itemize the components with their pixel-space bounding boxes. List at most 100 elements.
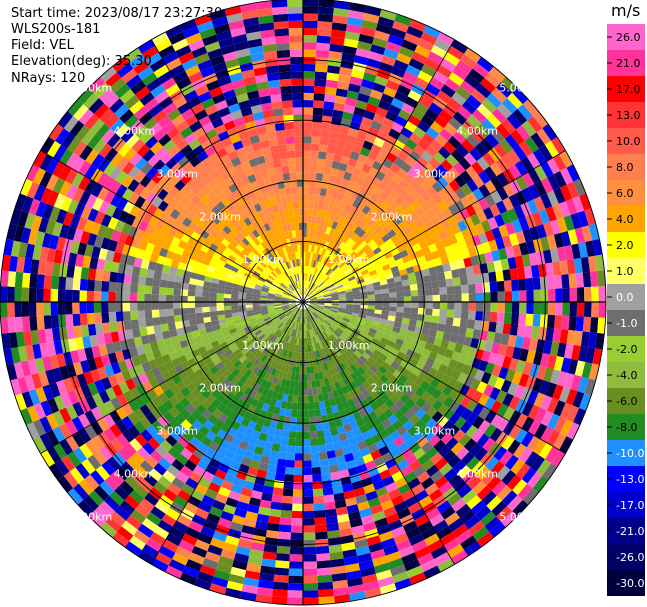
velocity-gate [129,302,138,312]
velocity-gate [274,296,282,299]
velocity-gate [387,315,396,322]
velocity-gate [370,243,379,252]
colorbar-tick-label: 13.0 [616,109,641,122]
velocity-gate [93,356,104,369]
velocity-gate [223,297,231,302]
velocity-gate [598,302,606,318]
velocity-gate [358,470,371,481]
velocity-gate [246,309,254,314]
velocity-gate [245,361,254,370]
velocity-gate [463,216,475,229]
velocity-gate [325,79,338,89]
velocity-gate [80,205,93,220]
velocity-gate [160,439,173,453]
velocity-gate [231,79,246,90]
velocity-gate [78,428,92,444]
velocity-gate [428,226,438,237]
velocity-gate [326,145,336,154]
velocity-gate [270,93,282,103]
velocity-gate [365,199,376,209]
velocity-gate [574,360,586,377]
velocity-gate [581,225,593,242]
velocity-gate [105,516,122,532]
velocity-gate [165,25,183,39]
velocity-gate [384,215,395,225]
velocity-gate [133,60,150,75]
velocity-gate [452,66,469,81]
velocity-gate [332,276,340,283]
velocity-gate [222,407,233,417]
velocity-gate [542,249,553,264]
velocity-gate [265,320,273,326]
velocity-gate [388,464,401,476]
velocity-gate [203,281,212,288]
velocity-gate [472,174,485,189]
velocity-gate [334,339,342,347]
colorbar-segment [607,388,645,414]
velocity-gate [288,302,296,304]
velocity-gate [522,99,539,116]
velocity-gate [525,277,534,291]
velocity-gate [409,442,421,454]
velocity-gate [263,282,271,288]
velocity-gate [267,294,275,298]
velocity-gate [274,299,282,301]
velocity-gate [199,564,217,577]
velocity-gate [394,501,408,513]
colorbar-segment [607,284,645,310]
velocity-gate [171,357,181,368]
velocity-gate [140,259,150,269]
velocity-gate [65,277,74,290]
velocity-gate [351,266,360,274]
velocity-gate [56,236,67,251]
velocity-gate [261,313,270,318]
velocity-gate [370,549,386,560]
velocity-gate [220,206,231,217]
velocity-gate [252,306,261,310]
velocity-gate [385,273,394,280]
velocity-gate [467,225,479,238]
velocity-gate [93,302,102,313]
velocity-gate [330,334,337,342]
velocity-gate [129,489,145,504]
velocity-gate [63,351,73,366]
velocity-gate [331,190,339,200]
velocity-gate [190,272,199,280]
velocity-gate [230,26,246,38]
velocity-gate [112,341,122,353]
velocity-gate [282,423,291,432]
velocity-gate [495,354,506,367]
velocity-gate [303,208,308,216]
velocity-gate [209,55,225,67]
velocity-gate [380,314,389,320]
velocity-gate [279,348,285,356]
velocity-gate [222,369,232,379]
velocity-gate [326,337,333,345]
velocity-gate [349,363,358,372]
velocity-gate [367,96,381,107]
velocity-gate [265,278,273,284]
velocity-gate [242,322,251,329]
velocity-gate [330,29,346,39]
velocity-gate [79,278,88,291]
velocity-gate [187,296,195,302]
velocity-gate [287,201,294,210]
velocity-gate [444,270,453,280]
velocity-gate [363,322,372,328]
velocity-gate [495,237,506,250]
velocity-gate [294,307,300,315]
velocity-gate [203,173,214,185]
velocity-gate [225,202,236,213]
velocity-gate [542,463,558,481]
velocity-gate [111,207,123,220]
velocity-gate [369,364,379,374]
velocity-gate [308,402,315,411]
velocity-gate [273,259,280,267]
velocity-gate [203,369,214,380]
velocity-gate [278,225,285,234]
velocity-gate [389,145,402,157]
velocity-gate [392,173,403,185]
velocity-gate [280,340,286,349]
velocity-gate [93,103,110,119]
velocity-gate [424,108,439,122]
